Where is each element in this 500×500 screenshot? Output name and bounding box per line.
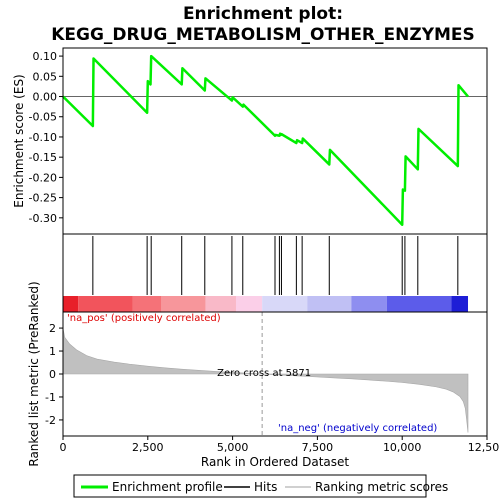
heatmap-segment [386, 296, 452, 312]
ranking-panel: 2 1 0 -1 -2 0 2,500 5,000 7,500 10,000 12,500 Zer… [27, 281, 500, 469]
neg-correlated-label: 'na_neg' (negatively correlated) [278, 423, 437, 434]
chart-title-line-1: Enrichment plot: [183, 4, 343, 24]
ranking-x-tick-label: 10,000 [383, 441, 422, 454]
legend: Enrichment profile Hits Ranking metric s… [73, 474, 448, 498]
ranking-x-tick-label: 5,000 [217, 441, 249, 454]
zero-cross-label: Zero cross at 5871 [217, 368, 311, 379]
legend-box [73, 474, 427, 498]
hit-lines-group [92, 236, 459, 295]
ranking-plot-frame [62, 311, 488, 437]
ranking-y-tick-label: 2 [49, 322, 56, 335]
hits-panel [62, 233, 488, 313]
es-y-tick-label: -0.05 [29, 111, 57, 124]
ranking-y-ticks: 2 1 0 -1 -2 [45, 322, 63, 427]
enrichment-panel: 0.10 0.05 0.00 -0.05 -0.10 -0.15 -0.20 -0.25 -0.… [12, 47, 488, 235]
heatmap-segment [63, 296, 79, 312]
legend-enrichment-label: Enrichment profile [112, 480, 223, 494]
ranking-metric-area [62, 328, 469, 433]
es-y-tick-label: 0.00 [33, 91, 58, 104]
legend-ranking-label: Ranking metric scores [315, 480, 448, 494]
heatmap-segment [351, 296, 387, 312]
heatmap-segment [235, 296, 263, 312]
ranking-x-axis-label: Rank in Ordered Dataset [201, 455, 349, 469]
heatmap-segment [451, 296, 469, 312]
heatmap-segment [78, 296, 133, 312]
es-line-group [62, 54, 469, 226]
heatmap-segment [132, 296, 162, 312]
es-y-axis-label: Enrichment score (ES) [12, 74, 26, 207]
pos-correlated-label: 'na_pos' (positively correlated) [67, 313, 221, 324]
ranking-y-tick-label: 1 [49, 345, 56, 358]
heatmap-segment [262, 296, 308, 312]
enrichment-plot-area [63, 48, 487, 234]
ranking-y-tick-label: -1 [45, 391, 56, 404]
ranking-y-tick-label: 0 [49, 368, 56, 381]
es-y-tick-label: 0.05 [33, 70, 58, 83]
chart-title-line-2: KEGG_DRUG_METABOLISM_OTHER_ENZYMES [51, 25, 475, 45]
heatmap-segment [205, 296, 236, 312]
es-y-tick-label: -0.15 [29, 151, 57, 164]
ranking-x-tick-label: 7,500 [302, 441, 334, 454]
es-y-tick-label: 0.10 [33, 50, 58, 63]
ranking-x-tick-label: 0 [60, 441, 67, 454]
ranking-x-tick-label: 12,500 [468, 441, 500, 454]
ranking-heatmap-group [63, 296, 469, 312]
es-y-ticks: 0.10 0.05 0.00 -0.05 -0.10 -0.15 -0.20 -0.25 -0.… [29, 50, 63, 225]
ranking-x-ticks: 0 2,500 5,000 7,500 10,000 12,500 [60, 436, 500, 454]
enrichment-profile-line [62, 54, 469, 226]
ranking-y-tick-label: -2 [45, 414, 56, 427]
es-y-tick-label: -0.25 [29, 192, 57, 205]
legend-hits-label: Hits [254, 480, 277, 494]
es-y-tick-label: -0.30 [29, 212, 57, 225]
es-y-tick-label: -0.10 [29, 131, 57, 144]
ranking-y-axis-label: Ranked list metric (PreRanked) [27, 281, 41, 466]
ranking-x-tick-label: 2,500 [132, 441, 164, 454]
heatmap-segment [161, 296, 206, 312]
es-y-tick-label: -0.20 [29, 171, 57, 184]
heatmap-segment [307, 296, 352, 312]
